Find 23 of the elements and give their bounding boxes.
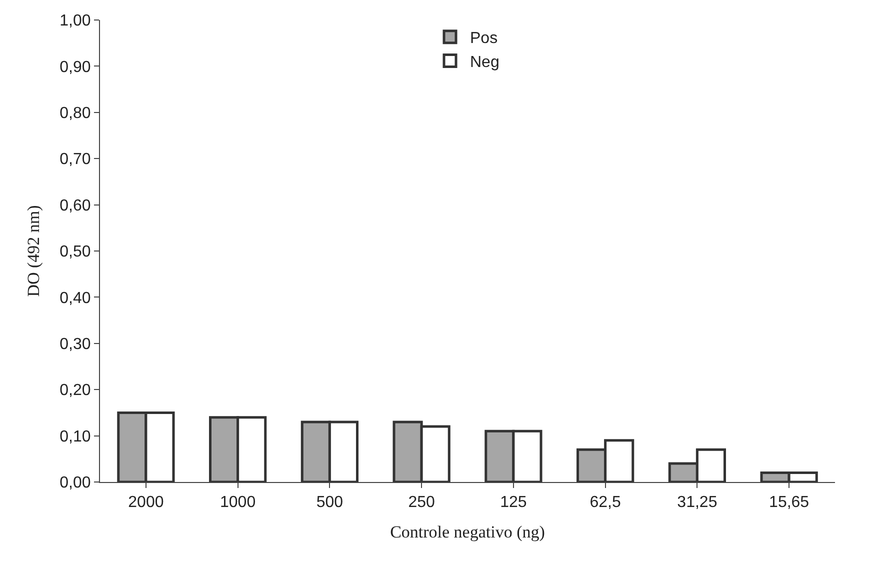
y-tick-label: 0,40 bbox=[60, 290, 91, 307]
y-tick-label: 0,60 bbox=[60, 197, 91, 214]
y-tick-label: 0,20 bbox=[60, 382, 91, 400]
y-tick-label: 0,10 bbox=[60, 428, 91, 446]
y-tick-label: 0,50 bbox=[60, 244, 91, 261]
x-tick-label: 31,25 bbox=[677, 494, 718, 512]
x-axis-title: Controle negativo (ng) bbox=[390, 522, 545, 542]
x-tick-label: 250 bbox=[408, 494, 436, 512]
x-tick-label: 15,65 bbox=[769, 494, 810, 512]
y-tick-label: 0,00 bbox=[60, 474, 91, 492]
x-tick-label: 500 bbox=[316, 494, 344, 512]
y-tick-label: 0,90 bbox=[60, 58, 91, 76]
y-axis-title: DO (492 nm) bbox=[24, 205, 44, 297]
x-tick-label: 125 bbox=[500, 494, 527, 512]
x-tick-label: 2000 bbox=[128, 494, 164, 512]
x-tick-label: 1000 bbox=[220, 494, 256, 512]
y-tick-label: 0,30 bbox=[60, 336, 91, 353]
legend-label: Pos bbox=[470, 30, 498, 48]
y-tick-label: 0,80 bbox=[60, 105, 91, 122]
x-tick-label: 62,5 bbox=[590, 494, 621, 512]
y-tick-label: 1,00 bbox=[60, 12, 91, 30]
legend-label: Neg bbox=[470, 54, 500, 71]
y-tick-label: 0,70 bbox=[60, 151, 91, 168]
